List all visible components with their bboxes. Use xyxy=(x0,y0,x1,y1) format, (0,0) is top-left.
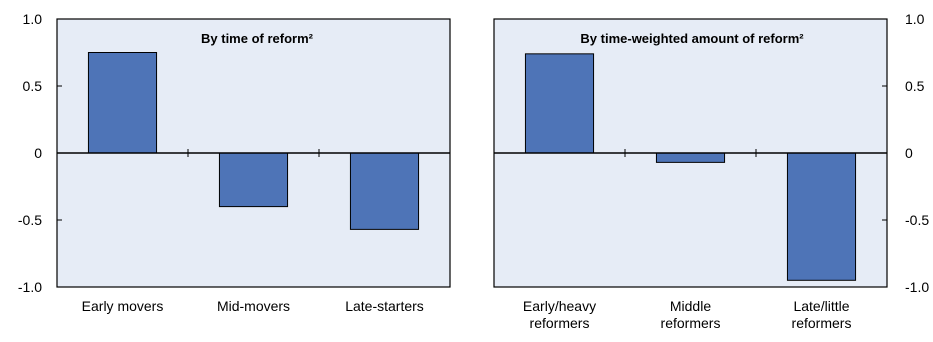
y-tick-label: -1.0 xyxy=(905,279,929,295)
bar-early-movers xyxy=(87,52,158,154)
chart-panel-by-time-weighted-amount: -1.0-0.500.51.0Early/heavyreformersMiddl… xyxy=(493,11,929,331)
category-label-middle-reformers: reformers xyxy=(661,315,721,331)
y-tick-label: -0.5 xyxy=(905,212,929,228)
chart-panel-by-time-of-reform: -1.0 -0.5 0 0.5 1.0 Early movers Mid-movers Lat… xyxy=(18,11,451,314)
category-label-middle-reformers: Middle xyxy=(670,298,711,314)
category-label-late-starters: Late-starters xyxy=(345,298,424,314)
chart-title: By time of reform² xyxy=(201,31,314,46)
y-tick-label: 0 xyxy=(905,145,913,161)
category-label-late-little-reformers: reformers xyxy=(792,315,852,331)
plot-frame xyxy=(493,18,888,288)
category-label-mid-movers: Mid-movers xyxy=(217,298,290,314)
chart-title: By time-weighted amount of reform² xyxy=(580,31,804,46)
bar-early-heavy-reformers xyxy=(524,53,595,154)
category-label-early-movers: Early movers xyxy=(82,298,164,314)
y-tick-label: 0 xyxy=(34,145,42,161)
plot-frame xyxy=(56,18,451,288)
category-label-early-heavy-reformers: Early/heavy xyxy=(523,298,596,314)
y-tick-label: 0.5 xyxy=(23,78,43,94)
bar-mid-movers xyxy=(218,152,289,208)
bar-middle-reformers xyxy=(655,152,726,163)
y-tick-label: -1.0 xyxy=(18,279,42,295)
category-label-late-little-reformers: Late/little xyxy=(793,298,849,314)
bar-late-starters xyxy=(349,152,420,230)
y-tick-label: 1.0 xyxy=(905,11,925,27)
y-tick-label: 0.5 xyxy=(905,78,925,94)
bar-late-little-reformers xyxy=(786,152,857,281)
category-label-early-heavy-reformers: reformers xyxy=(530,315,590,331)
y-tick-label: -0.5 xyxy=(18,212,42,228)
y-tick-label: 1.0 xyxy=(23,11,43,27)
